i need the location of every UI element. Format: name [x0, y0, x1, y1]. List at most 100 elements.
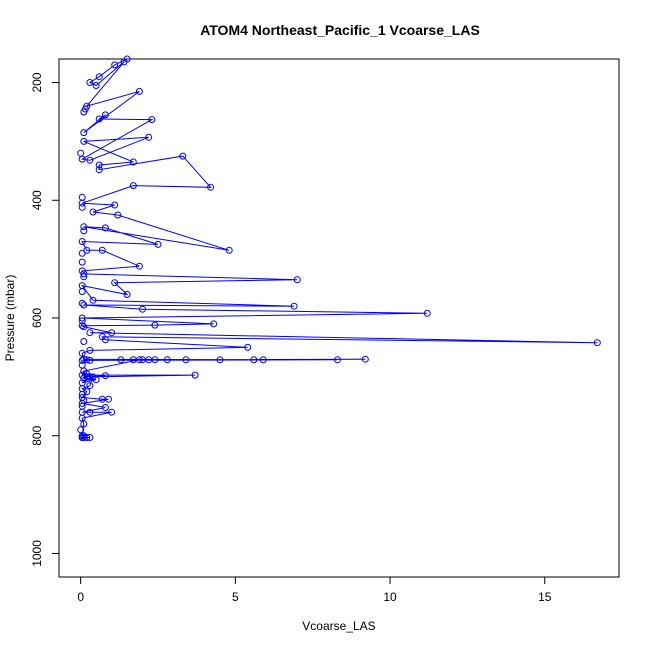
- data-point-0-37: [111, 279, 119, 287]
- data-point-0-74: [135, 356, 143, 364]
- data-point-0-67: [117, 356, 125, 364]
- data-point-0-63: [182, 356, 190, 364]
- data-point-0-55: [244, 343, 252, 351]
- extra-point-4: [78, 203, 86, 211]
- y-tick-label-4: 1000: [30, 540, 44, 567]
- data-point-0-40: [89, 296, 97, 304]
- data-point-0-21: [129, 182, 137, 190]
- data-point-0-59: [250, 356, 258, 364]
- data-point-0-52: [593, 339, 601, 347]
- extra-point-3: [78, 193, 86, 201]
- data-point-0-94: [86, 408, 94, 416]
- series-line-0: [80, 58, 598, 438]
- data-point-0-85: [86, 382, 94, 390]
- y-tick-label-2: 600: [30, 308, 44, 328]
- data-point-0-29: [154, 240, 162, 248]
- x-tick-label-3: 15: [538, 590, 552, 604]
- extra-point-13: [78, 361, 86, 369]
- data-point-0-19: [179, 152, 187, 160]
- data-point-0-10: [95, 115, 103, 123]
- data-point-0-24: [89, 208, 97, 216]
- data-point-0-35: [80, 270, 88, 278]
- data-point-0-47: [151, 321, 159, 329]
- extra-point-5: [80, 227, 88, 235]
- extra-point-18: [84, 373, 92, 381]
- x-tick-label-2: 10: [383, 590, 397, 604]
- data-point-0-16: [129, 158, 137, 166]
- y-axis: 200 400 600 800 1000: [30, 72, 59, 567]
- data-point-0-54: [101, 336, 109, 344]
- data-point-0-23: [111, 201, 119, 209]
- data-point-0-13: [86, 156, 94, 164]
- y-tick-label-1: 400: [30, 190, 44, 210]
- data-point-0-28: [101, 224, 109, 232]
- data-point-0-50: [108, 329, 116, 337]
- data-point-0-32: [98, 246, 106, 254]
- data-point-0-72: [259, 356, 267, 364]
- data-point-0-7: [135, 87, 143, 95]
- data-point-0-1: [111, 61, 119, 69]
- data-point-0-5: [120, 58, 128, 66]
- data-point-0-17: [95, 161, 103, 169]
- y-tick-label-0: 200: [30, 72, 44, 92]
- data-point-0-48: [78, 322, 86, 330]
- extra-point-10: [78, 299, 86, 307]
- data-point-0-20: [207, 183, 215, 191]
- data-point-0-84: [89, 373, 97, 381]
- data-point-0-4: [92, 82, 100, 89]
- data-point-0-8: [80, 129, 88, 137]
- extra-point-2: [77, 149, 85, 157]
- data-point-0-64: [163, 356, 171, 364]
- data-point-0-77: [191, 371, 199, 379]
- data-point-0-69: [216, 356, 224, 364]
- data-point-0-79: [101, 372, 109, 380]
- extra-point-6: [78, 249, 86, 257]
- extra-point-8: [80, 273, 88, 281]
- data-point-0-18: [95, 166, 103, 174]
- data-point-0-41: [290, 302, 298, 310]
- data-point-0-104: [78, 434, 86, 441]
- x-tick-label-0: 0: [77, 590, 84, 604]
- data-point-0-33: [135, 262, 143, 270]
- data-point-0-15: [80, 137, 88, 145]
- data-point-0-27: [80, 223, 88, 231]
- data-point-0-56: [86, 346, 94, 354]
- data-point-0-2: [95, 73, 103, 81]
- extra-point-7: [78, 258, 86, 266]
- data-point-0-65: [334, 356, 341, 364]
- data-point-0-51: [86, 329, 94, 337]
- data-point-0-90: [105, 395, 112, 403]
- data-point-0-9: [101, 111, 109, 119]
- extra-point-16: [78, 402, 86, 410]
- data-point-0-66: [86, 356, 94, 364]
- data-point-0-92: [101, 404, 109, 411]
- data-point-0-25: [114, 211, 122, 219]
- extra-point-12: [80, 338, 88, 345]
- data-point-0-61: [361, 355, 369, 363]
- data-point-0-38: [123, 291, 131, 298]
- data-point-0-43: [139, 305, 146, 313]
- extra-point-9: [78, 288, 86, 295]
- data-point-0-3: [86, 79, 94, 86]
- chart-title: ATOM4 Northeast_Pacific_1 Vcoarse_LAS: [200, 22, 480, 38]
- data-point-0-11: [148, 116, 156, 124]
- data-point-0-42: [80, 301, 88, 309]
- data-point-0-46: [210, 320, 218, 328]
- plot-area: [77, 55, 601, 441]
- data-point-0-101: [83, 434, 91, 441]
- data-point-0-45: [78, 314, 86, 322]
- y-tick-label-3: 800: [30, 425, 44, 445]
- x-axis: 0 5 10 15: [77, 577, 552, 604]
- plot-frame: [58, 58, 620, 578]
- data-point-0-95: [108, 408, 116, 416]
- data-point-0-14: [145, 133, 153, 141]
- data-point-0-60: [83, 356, 91, 364]
- data-point-0-26: [225, 246, 233, 254]
- y-axis-label: Pressure (mbar): [3, 275, 17, 362]
- extra-point-19: [77, 426, 85, 434]
- data-point-0-44: [423, 309, 431, 317]
- x-axis-label: Vcoarse_LAS: [302, 619, 375, 633]
- x-tick-label-1: 5: [232, 590, 239, 604]
- data-point-0-30: [78, 238, 86, 245]
